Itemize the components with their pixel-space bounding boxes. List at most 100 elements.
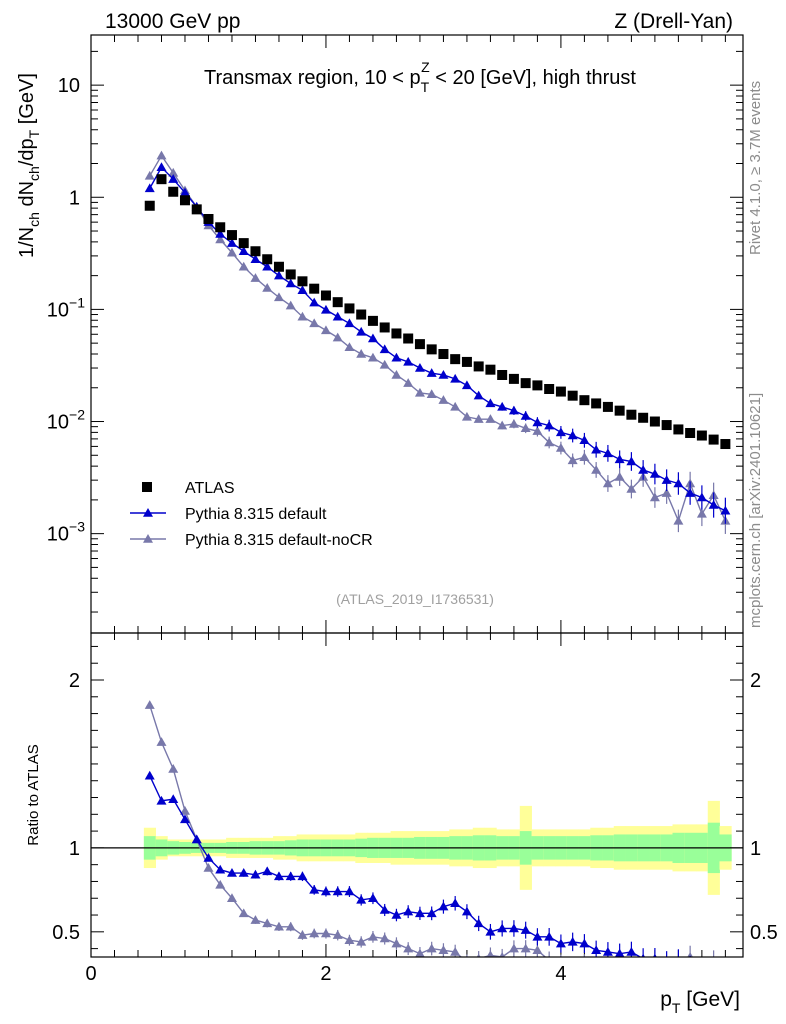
mc-point (168, 167, 179, 177)
mc-point (262, 283, 273, 292)
ratio-point (603, 976, 613, 985)
atlas-data-point (579, 395, 590, 406)
ratio-point (273, 921, 284, 931)
mc-point (309, 297, 320, 307)
mc-point (508, 405, 519, 415)
ratio-point (591, 945, 602, 955)
mc-point (473, 414, 484, 423)
atlas-data-point (614, 405, 625, 416)
ratio-point (579, 938, 590, 948)
y-tick-label: 10−1 (47, 294, 85, 321)
mc-point (532, 417, 543, 427)
ratio-point (320, 928, 331, 938)
mc-point (297, 285, 308, 295)
ratio-point (426, 943, 437, 953)
ratio-point (508, 923, 519, 933)
atlas-data-point (685, 428, 696, 438)
ratio-point (332, 886, 343, 896)
ratio-point (720, 976, 730, 985)
mc-point (344, 318, 355, 328)
atlas-data-point (344, 303, 355, 314)
mc-point (156, 150, 167, 160)
ratio-point (344, 886, 355, 896)
atlas-data-point (673, 424, 684, 435)
ratio-point (191, 834, 202, 844)
title-post: < 20 [GeV], high thrust (430, 67, 637, 89)
atlas-data-point (438, 349, 449, 360)
ratio-y-tick-label-right: 0.5 (750, 922, 778, 944)
atlas-data-point (226, 230, 237, 241)
mc-point (673, 515, 684, 525)
mc-point (602, 448, 613, 458)
y-tick-label-exponent: −2 (69, 407, 85, 423)
mc-point (379, 359, 390, 369)
mc-point (508, 419, 519, 428)
atlas-data-point (238, 238, 249, 249)
main-curves (144, 150, 731, 534)
ratio-point (568, 967, 578, 976)
legend-label: Pythia 8.315 default (185, 506, 327, 523)
mc-point (685, 488, 696, 497)
mc-point (720, 505, 731, 515)
mc-point (144, 170, 155, 180)
ratio-point (215, 864, 226, 874)
atlas-data-point (591, 398, 602, 409)
mc-point (144, 183, 155, 193)
ratio-point (462, 957, 472, 966)
ratio-point (662, 969, 672, 978)
ratio-point (685, 962, 695, 971)
mc-point (555, 427, 566, 437)
ratio-point (379, 933, 390, 943)
ratio-point (614, 948, 625, 957)
y-tick-label: 10−2 (47, 407, 85, 434)
mc-point (426, 389, 437, 399)
ratio-point (426, 908, 437, 918)
mc-point (649, 492, 660, 502)
ratio-point (450, 946, 461, 956)
x-tick-label: 0 (85, 963, 96, 985)
mc-point (179, 187, 190, 197)
ratio-frame (90, 632, 744, 958)
atlas-data-point (696, 430, 707, 441)
ratio-point (332, 930, 343, 939)
ratio-point (461, 906, 472, 916)
ratio-point (297, 871, 308, 881)
main-y-axis-label: 1/Nch dNch/dpT [GeV] (16, 73, 42, 258)
mc-point (438, 395, 449, 404)
mc-point (591, 464, 602, 474)
mc-point (520, 423, 531, 433)
mc-point (626, 484, 637, 493)
mc-point (414, 363, 425, 372)
mc-point (320, 304, 331, 314)
atlas-data-point (215, 222, 226, 233)
mc-line-noCR (149, 154, 727, 523)
ratio-point (273, 871, 284, 881)
title-sub: T (421, 79, 430, 95)
mc-point (544, 437, 555, 447)
ratio-point (532, 931, 543, 941)
mc-point (226, 247, 237, 257)
atlas-data-point (367, 315, 378, 326)
atlas-data-point (391, 328, 402, 339)
mc-point (379, 344, 390, 354)
atlas-data-point (508, 373, 519, 384)
ratio-point (485, 926, 496, 936)
mc-point (285, 300, 296, 310)
ratio-point (626, 946, 637, 956)
atlas-data-point (649, 416, 660, 427)
mc-point (156, 162, 167, 172)
legend-label: Pythia 8.315 default-noCR (185, 532, 373, 549)
mc-point (579, 435, 590, 445)
ratio-point (626, 974, 636, 983)
ratio-point (144, 700, 155, 709)
mc-point (297, 311, 308, 321)
mc-point (602, 478, 613, 488)
ratio-point (567, 936, 578, 946)
mc-point (391, 369, 402, 379)
ratio-point (438, 945, 449, 955)
ratio-point (168, 763, 179, 773)
atlas-data-point (273, 261, 284, 272)
ratio-point (250, 869, 261, 879)
mc-point (367, 352, 378, 362)
legend-triangle-marker (143, 508, 153, 517)
